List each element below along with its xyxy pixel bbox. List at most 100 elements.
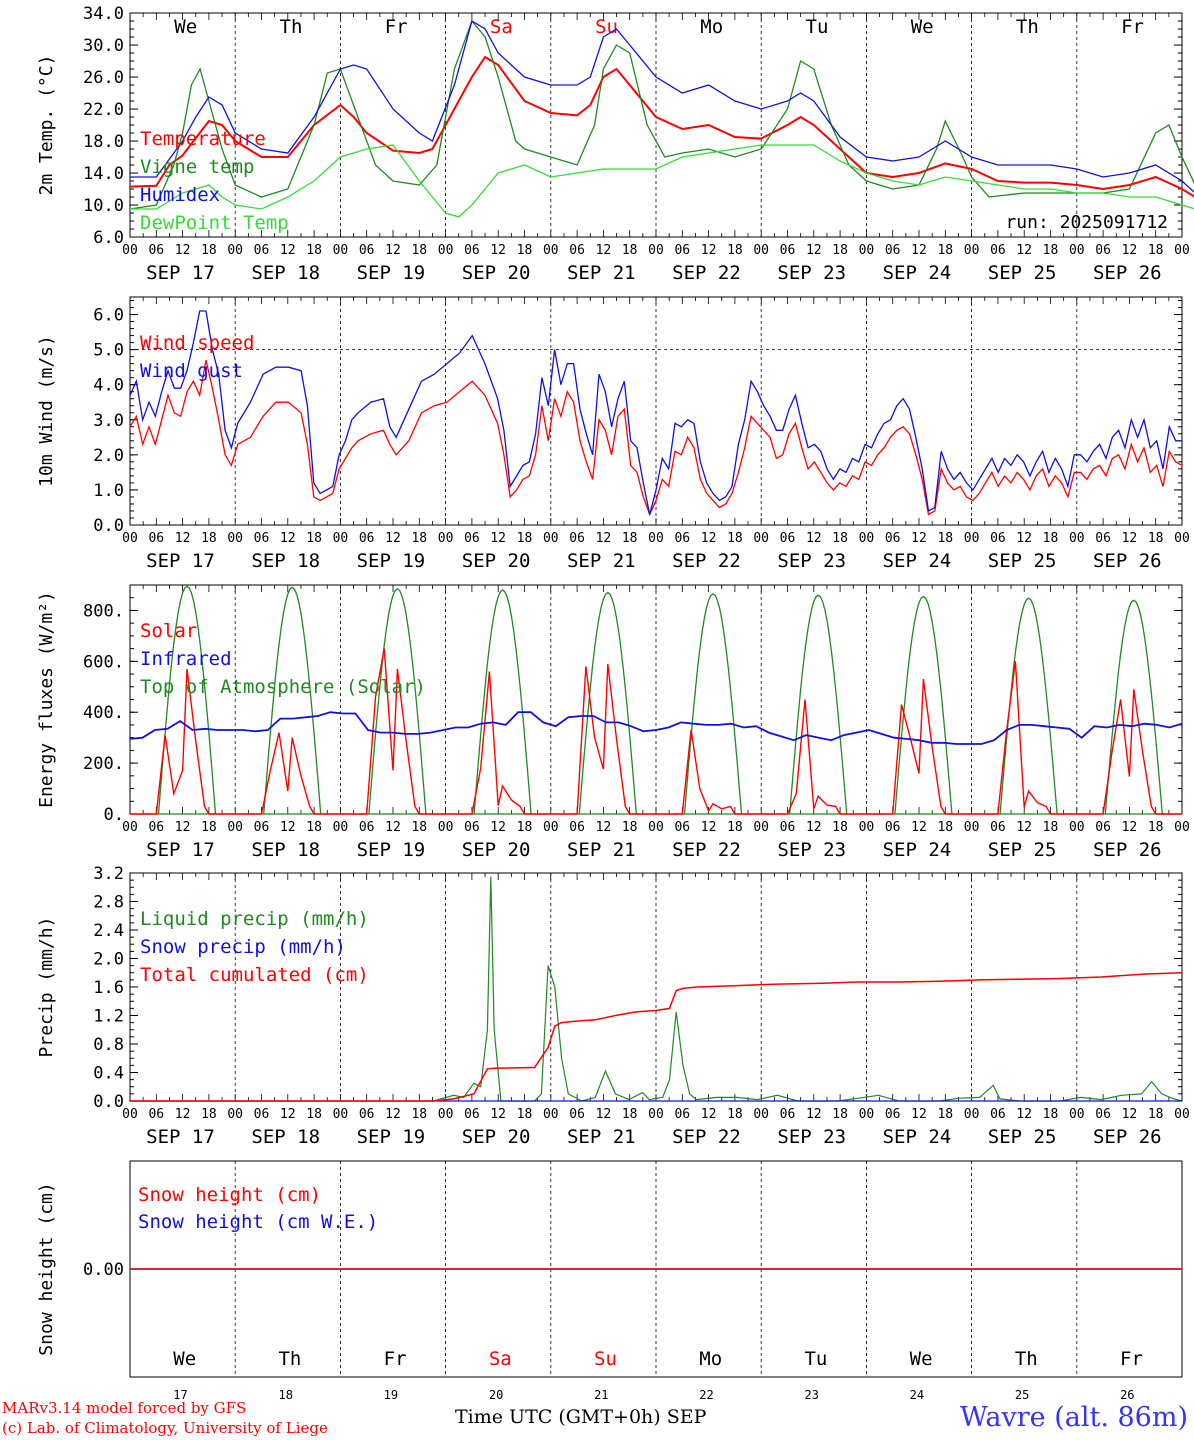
day-number: 21 <box>594 1388 608 1402</box>
hour-tick-label: 00 <box>1174 531 1190 546</box>
date-label: SEP 22 <box>672 839 741 861</box>
hour-tick-label: 18 <box>201 1107 217 1122</box>
date-label: SEP 25 <box>988 839 1057 861</box>
hour-tick-label: 12 <box>490 243 506 258</box>
hour-tick-label: 18 <box>411 820 427 835</box>
date-label: SEP 18 <box>251 839 320 861</box>
hour-tick-label: 12 <box>701 531 717 546</box>
hour-tick-label: 00 <box>227 820 243 835</box>
legend-entry: Vigne temp <box>140 156 254 178</box>
toa-solar-arc <box>789 594 848 815</box>
hour-tick-label: 00 <box>859 243 875 258</box>
y-tick-label: 30.0 <box>83 36 124 56</box>
date-label: SEP 19 <box>357 550 426 572</box>
hour-tick-label: 18 <box>1148 1107 1164 1122</box>
hour-tick-label: 06 <box>569 243 585 258</box>
panel-2 <box>129 296 1183 526</box>
series-line-red <box>129 359 1183 517</box>
weekday-label: Mo <box>700 16 723 38</box>
date-label: SEP 24 <box>883 1126 952 1148</box>
date-label: SEP 25 <box>988 1126 1057 1148</box>
y-tick-label: 1.2 <box>93 1007 124 1027</box>
hour-tick-label: 12 <box>175 531 191 546</box>
legend-entry: Infrared <box>140 648 232 670</box>
date-label: SEP 21 <box>567 839 636 861</box>
date-label: SEP 23 <box>777 1126 846 1148</box>
weekday-label: Th <box>278 1348 301 1370</box>
legend-entry: Temperature <box>140 128 266 150</box>
hour-tick-label: 06 <box>885 1107 901 1122</box>
hour-tick-label: 12 <box>1016 531 1032 546</box>
date-label: SEP 26 <box>1093 550 1162 572</box>
hour-tick-label: 00 <box>438 1107 454 1122</box>
weekday-label: We <box>911 16 934 38</box>
hour-tick-label: 00 <box>859 820 875 835</box>
hour-tick-label: 12 <box>385 243 401 258</box>
hour-tick-label: 06 <box>148 243 164 258</box>
hour-tick-label: 06 <box>254 243 270 258</box>
hour-tick-label: 00 <box>1069 531 1085 546</box>
hour-tick-label: 00 <box>1069 820 1085 835</box>
hour-tick-label: 18 <box>937 820 953 835</box>
y-tick-label: 2.8 <box>93 893 124 913</box>
hour-tick-label: 18 <box>306 820 322 835</box>
hour-tick-label: 18 <box>306 531 322 546</box>
date-label: SEP 22 <box>672 1126 741 1148</box>
hour-tick-label: 12 <box>806 1107 822 1122</box>
hour-tick-label: 12 <box>596 243 612 258</box>
hour-tick-label: 06 <box>674 531 690 546</box>
hour-tick-label: 18 <box>727 531 743 546</box>
hour-tick-label: 06 <box>674 243 690 258</box>
toa-solar-arc <box>368 587 427 815</box>
time-axis-label: Time UTC (GMT+0h) SEP <box>455 1406 707 1428</box>
y-axis-label: 10m Wind (m/s) <box>36 335 57 487</box>
y-tick-label: 6.0 <box>93 228 124 248</box>
date-label: SEP 24 <box>883 839 952 861</box>
y-tick-label: 3.0 <box>93 411 124 431</box>
date-label: SEP 17 <box>146 550 215 572</box>
toa-solar-arc <box>473 589 532 815</box>
hour-tick-label: 18 <box>727 243 743 258</box>
toa-solar-arc <box>999 597 1058 815</box>
hour-tick-label: 00 <box>964 820 980 835</box>
hour-tick-label: 18 <box>517 820 533 835</box>
hour-tick-label: 00 <box>438 531 454 546</box>
series-line-blue <box>130 19 1194 193</box>
hour-tick-label: 18 <box>727 820 743 835</box>
toa-solar-arc <box>1104 599 1163 815</box>
location-label: Wavre (alt. 86m) <box>960 1402 1188 1433</box>
hour-tick-label: 12 <box>175 820 191 835</box>
legend-entry: Snow height (cm) <box>138 1184 321 1206</box>
hour-tick-label: 06 <box>148 531 164 546</box>
day-number: 23 <box>804 1388 818 1402</box>
hour-tick-label: 06 <box>1095 820 1111 835</box>
y-tick-label: 200. <box>83 754 124 774</box>
hour-tick-label: 18 <box>1148 820 1164 835</box>
hour-tick-label: 18 <box>622 1107 638 1122</box>
hour-tick-label: 00 <box>333 1107 349 1122</box>
date-label: SEP 24 <box>883 262 952 284</box>
hour-tick-label: 06 <box>780 243 796 258</box>
y-tick-label: 22.0 <box>83 100 124 120</box>
day-number: 25 <box>1015 1388 1029 1402</box>
hour-tick-label: 00 <box>227 243 243 258</box>
hour-tick-label: 12 <box>806 531 822 546</box>
hour-tick-label: 12 <box>1016 820 1032 835</box>
weekday-label: Fr <box>385 16 408 38</box>
hour-tick-label: 00 <box>964 1107 980 1122</box>
day-number: 19 <box>384 1388 398 1402</box>
hour-tick-label: 06 <box>359 1107 375 1122</box>
hour-tick-label: 18 <box>517 531 533 546</box>
hour-tick-label: 12 <box>806 243 822 258</box>
toa-solar-arc <box>683 593 743 815</box>
date-label: SEP 21 <box>567 1126 636 1148</box>
hour-tick-label: 12 <box>280 820 296 835</box>
series-line-light_green <box>130 144 1194 218</box>
hour-tick-label: 06 <box>569 1107 585 1122</box>
y-tick-label: 800. <box>83 601 124 621</box>
y-axis-label: 2m Temp. (°C) <box>36 55 57 196</box>
series-line-blue <box>129 310 1182 515</box>
y-tick-label: 0.0 <box>93 1092 124 1112</box>
hour-tick-label: 06 <box>674 820 690 835</box>
